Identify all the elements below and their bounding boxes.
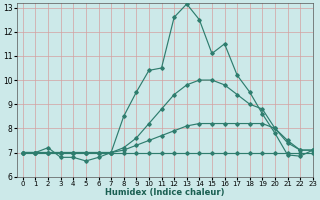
X-axis label: Humidex (Indice chaleur): Humidex (Indice chaleur) bbox=[105, 188, 224, 197]
